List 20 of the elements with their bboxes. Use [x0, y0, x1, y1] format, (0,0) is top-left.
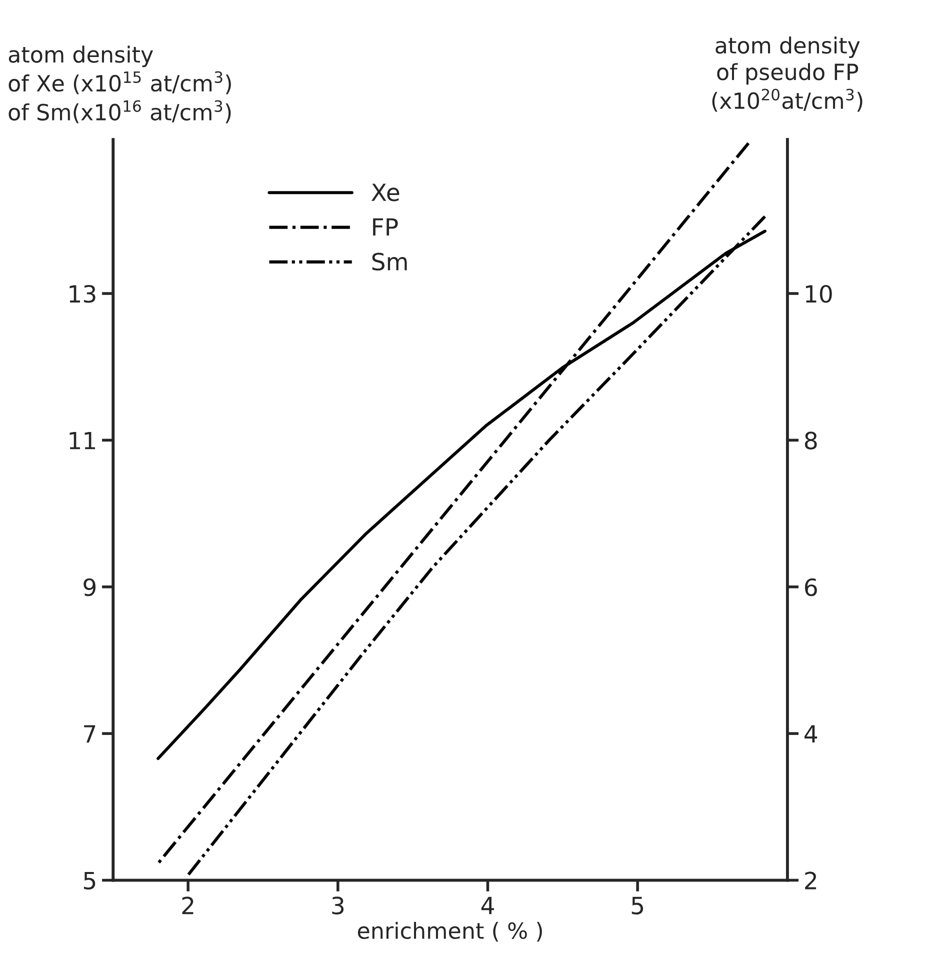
x-tick-label: 4	[481, 896, 494, 914]
y2-tick-label: 8	[804, 432, 817, 450]
x-tick-label: 5	[632, 896, 644, 914]
y2-axis-title: atom density of pseudo FP (x10$^{20}$at/cm$^{3}$)	[712, 36, 862, 112]
y-tick-label: 11	[70, 432, 96, 450]
x-tick-label: 3	[332, 896, 344, 914]
text: atom density of Xe (x10$^{15}$ at/cm$^{3}$) of Sm(x10$^{16}$ at/cm$^{3}$)	[8, 46, 231, 124]
x-tick-label: 2	[182, 896, 194, 914]
y-tick-label: 5	[84, 872, 96, 890]
x-axis-title: enrichment ( % )	[358, 922, 542, 942]
legend-label: Xe	[371, 184, 400, 202]
y2-tick-label: 2	[805, 872, 816, 890]
y-tick-label: 9	[84, 578, 96, 596]
y-tick-label: 7	[84, 725, 96, 743]
y2-tick-label: 6	[805, 578, 817, 596]
y2-tick-label: 10	[806, 284, 832, 303]
y-tick-label: 13	[70, 284, 96, 303]
legend-label: Sm	[372, 252, 407, 271]
y2-tick-label: 4	[804, 725, 818, 743]
legend-label: FP	[373, 218, 398, 236]
